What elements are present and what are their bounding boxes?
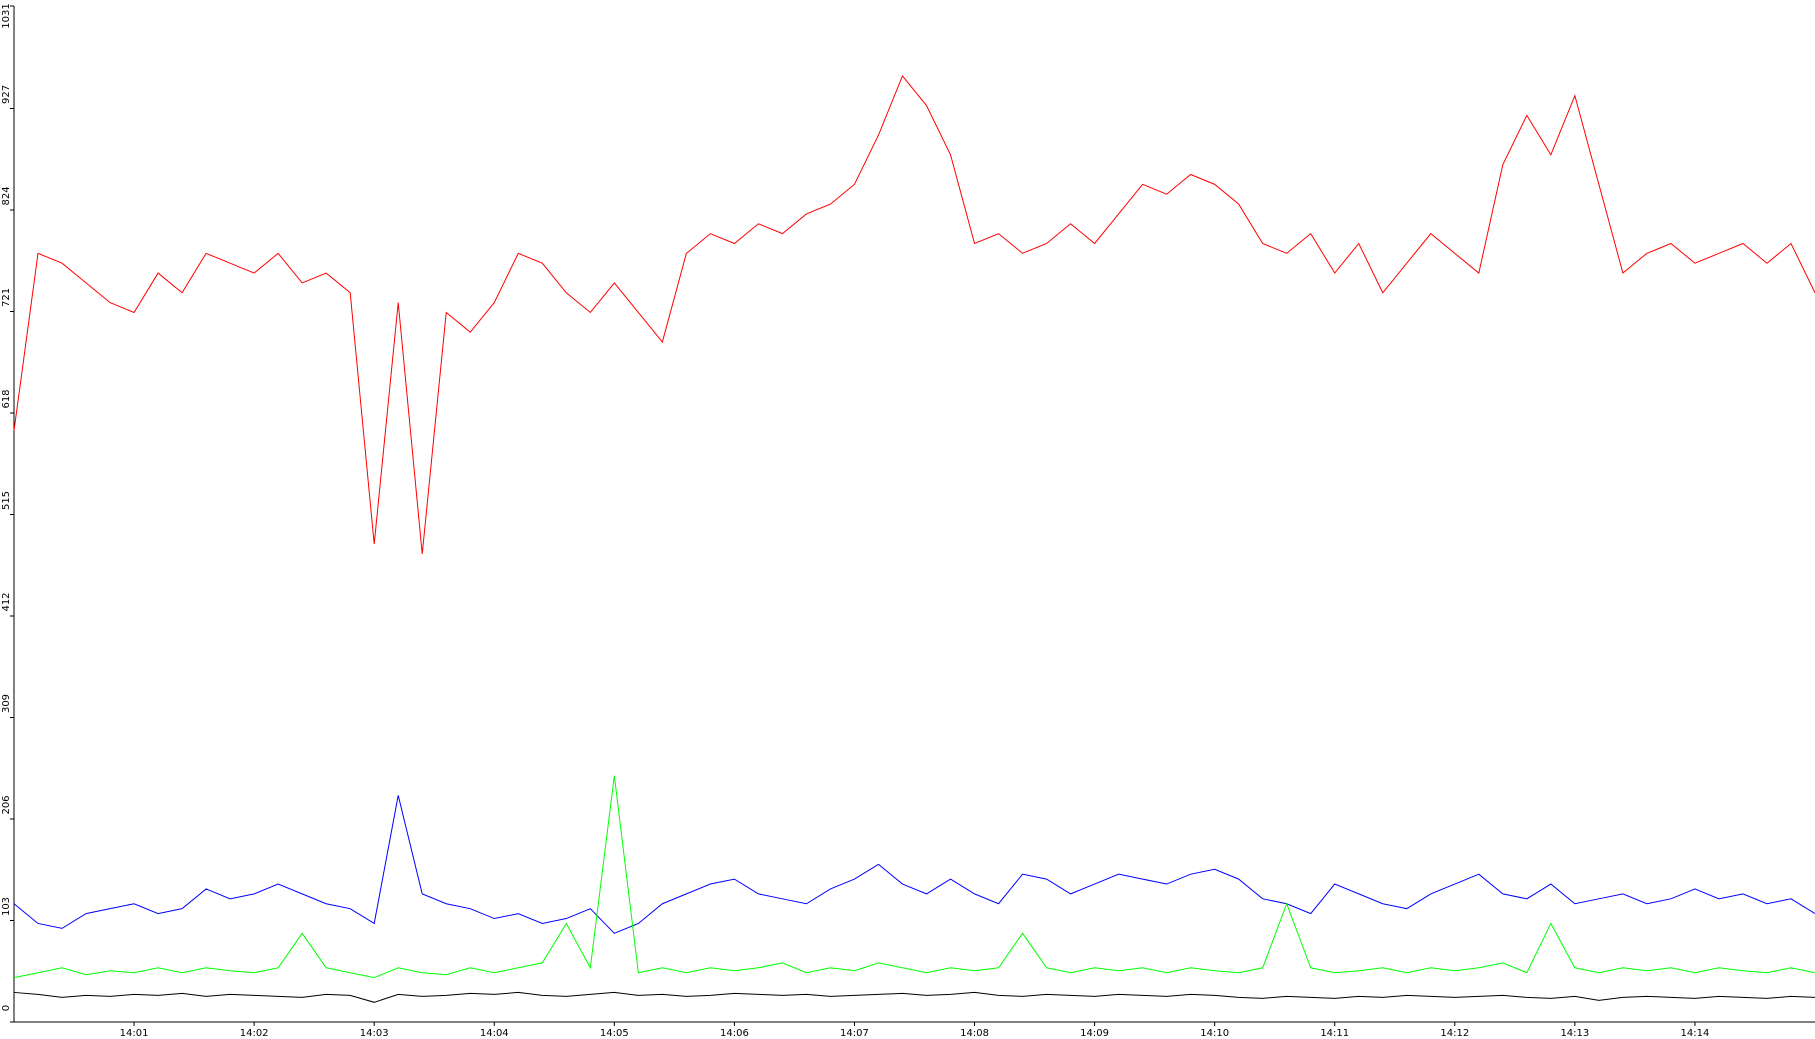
- y-tick-label: 721: [1, 288, 12, 307]
- y-tick-label: 1031: [1, 3, 12, 28]
- y-tick-label: 412: [1, 592, 12, 611]
- x-tick-label: 14:13: [1560, 1028, 1589, 1039]
- x-tick-label: 14:01: [120, 1028, 149, 1039]
- y-tick-label: 206: [1, 795, 12, 814]
- y-tick-label: 927: [1, 85, 12, 104]
- x-tick-label: 14:10: [1200, 1028, 1229, 1039]
- x-tick-label: 14:08: [960, 1028, 989, 1039]
- x-tick-label: 14:07: [840, 1028, 869, 1039]
- x-tick-label: 14:06: [720, 1028, 749, 1039]
- x-tick-label: 14:04: [480, 1028, 509, 1039]
- x-tick-label: 14:09: [1080, 1028, 1109, 1039]
- series-line: [13, 775, 1815, 979]
- x-tick-label: 14:03: [360, 1028, 389, 1039]
- x-tick-label: 14:12: [1440, 1028, 1469, 1039]
- x-tick-label: 14:14: [1681, 1028, 1710, 1039]
- series-line: [13, 795, 1815, 934]
- y-tick-label: 618: [1, 389, 12, 408]
- x-tick-label: 14:11: [1320, 1028, 1349, 1039]
- y-tick-label: 0: [1, 1005, 12, 1011]
- y-tick-label: 824: [1, 186, 12, 205]
- x-tick-label: 14:05: [600, 1028, 629, 1039]
- x-tick-label: 14:02: [240, 1028, 269, 1039]
- series-line: [13, 74, 1815, 554]
- y-tick-label: 515: [1, 491, 12, 510]
- y-tick-label: 103: [1, 897, 12, 916]
- series-line: [13, 991, 1815, 1003]
- y-tick-label: 309: [1, 694, 12, 713]
